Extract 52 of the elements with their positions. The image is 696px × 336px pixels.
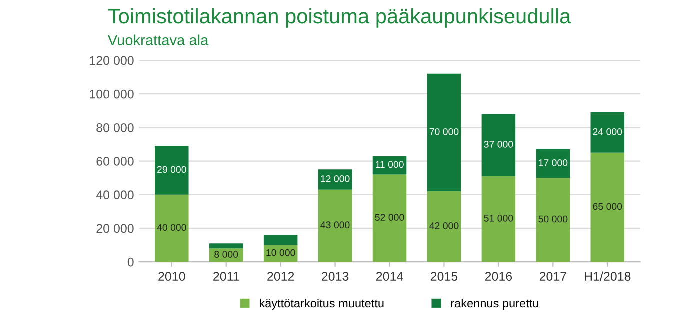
bar	[590, 112, 625, 153]
bar	[372, 156, 407, 175]
y-tick-label: 80 000	[96, 123, 134, 132]
bar	[318, 170, 352, 190]
x-tick-label: 2012	[268, 272, 294, 281]
bar	[590, 152, 625, 262]
bar	[318, 190, 352, 262]
bar	[482, 114, 516, 176]
x-tick-label: 2015	[430, 272, 458, 281]
data-label: 52 000	[375, 214, 404, 222]
y-tick-label: 40 000	[96, 190, 134, 200]
y-tick-label: 60 000	[96, 157, 134, 166]
bar	[536, 178, 570, 262]
bar	[427, 192, 462, 262]
data-label: 29 000	[158, 166, 186, 174]
bar	[264, 235, 298, 246]
x-tick-label: 2013	[322, 272, 349, 281]
y-tick-label: 100 000	[90, 90, 134, 99]
data-label: 11 000	[376, 161, 404, 168]
y-tick-label: 20 000	[96, 224, 134, 234]
data-label: 50 000	[538, 216, 568, 223]
data-label: 10 000	[266, 249, 296, 256]
bar	[209, 244, 244, 249]
chart-title: Toimistotilakannan poistuma pääkaupunkiseudulla	[108, 8, 572, 28]
x-tick-label: H1/2018	[585, 272, 631, 281]
x-tick-label: 2010	[158, 272, 186, 281]
chart-subtitle: Vuokrattava ala	[108, 34, 209, 46]
data-label: 12 000	[321, 175, 350, 182]
bar	[154, 194, 189, 262]
x-tick-label: 2016	[485, 272, 512, 281]
data-label: 8 000	[214, 251, 238, 258]
bar	[372, 174, 407, 262]
bar	[154, 146, 189, 195]
data-label: 65 000	[593, 203, 622, 210]
data-label: 42 000	[430, 222, 459, 230]
x-tick-label: 2011	[214, 272, 240, 281]
legend-label: käyttötarkoitus muutettu	[260, 298, 384, 310]
data-label: 43 000	[320, 222, 350, 229]
data-label: 37 000	[484, 141, 514, 148]
x-tick-label: 2014	[376, 272, 404, 281]
data-label: 40 000	[157, 224, 186, 232]
data-label: 24 000	[593, 128, 622, 136]
data-label: 70 000	[430, 128, 459, 136]
x-tick-label: 2017	[540, 272, 566, 281]
bar	[482, 176, 516, 262]
y-tick-label: 0	[128, 258, 134, 267]
data-label: 17 000	[539, 160, 568, 166]
legend-label: rakennus purettu	[451, 298, 538, 310]
bar	[427, 74, 462, 192]
data-label: 51 000	[484, 214, 514, 222]
y-tick-label: 120 000	[90, 56, 134, 66]
bar	[536, 150, 570, 178]
